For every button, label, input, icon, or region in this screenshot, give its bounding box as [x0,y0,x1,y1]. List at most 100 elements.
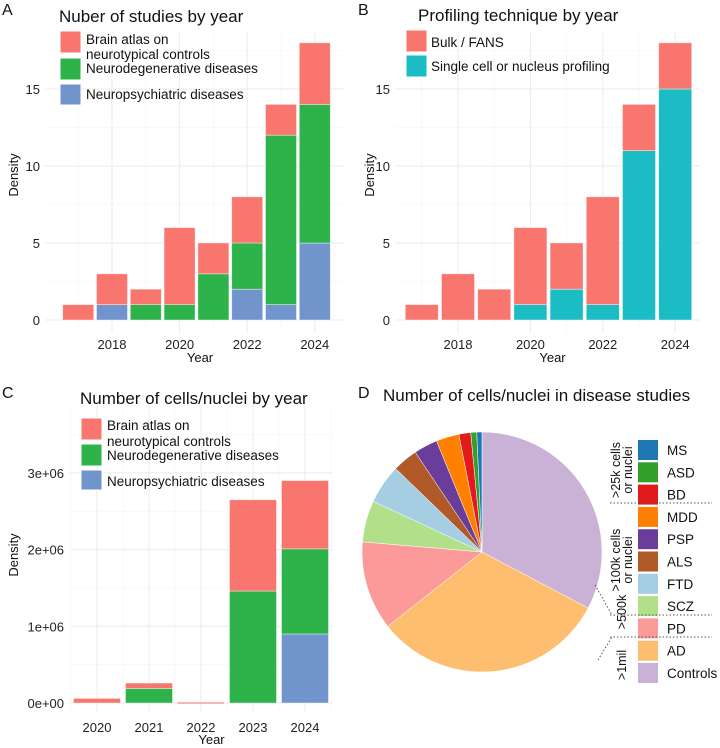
legend-label: MDD [667,510,698,525]
bar-segment [129,304,162,321]
panel-d-chart: MS ASD BD MDD PSP ALS FTD SCZ PD AD Controls >25k c… [361,431,718,683]
legend-swatch [405,29,428,53]
panel-d-title: Number of cells/nuclei in disease studie… [383,386,690,405]
pie-slice-controls [481,431,603,609]
y-tick-label: 5 [383,236,390,251]
legend-swatch [59,30,82,54]
bar-segment [229,590,277,704]
legend-group-label: >25k cells [609,442,623,498]
y-tick-label: 3e+06 [27,466,64,481]
bar-segment [622,150,656,321]
pie-slice-ms [476,431,483,553]
x-tick-label: 2022 [233,337,262,352]
legend-label: PSP [667,532,694,547]
x-tick-label: 2024 [661,337,690,352]
legend-swatch [638,529,658,550]
bar-segment [549,242,584,290]
legend-swatch [80,417,103,441]
panel-c-chart: 0e+00 1e+06 2e+06 3e+06 2020 2021 2022 2023 2024… [6,405,333,747]
legend-label: Neuropsychiatric diseases [86,87,244,102]
y-tick-label: 1e+06 [27,619,64,634]
pie-slice-pd [361,541,483,627]
legend-swatch [80,443,103,467]
y-axis-title: Density [6,153,21,197]
y-axis-title: Density [6,533,21,577]
y-tick-label: 0 [383,313,390,328]
bar-segment [477,288,512,321]
bar-segment [197,242,230,275]
panel-a-title: Nuber of studies by year [59,7,244,26]
legend-group-label: or nuclei [621,536,635,583]
pie-slice-ad [387,551,589,673]
bar-segment [404,304,439,321]
x-tick-label: 2018 [444,337,473,352]
y-tick-label: 0e+00 [27,696,64,711]
legend-label: neurotypical controls [86,47,210,62]
panel-c-title: Number of cells/nuclei by year [80,389,308,408]
bar-segment [129,288,162,306]
legend-label: Neurodegenerative diseases [107,448,279,463]
bar-segment [658,42,693,90]
bar-segment [231,196,264,244]
legend-swatch [638,551,658,572]
x-tick-label: 2021 [135,720,164,735]
legend-swatch [638,596,658,617]
legend-label: Single cell or nucleus profiling [431,59,610,74]
legend-label: neurotypical controls [107,434,231,449]
x-tick-label: 2023 [239,720,268,735]
legend-label: Brain atlas on [107,418,190,433]
legend-swatch [638,462,658,483]
y-tick-label: 0 [33,313,40,328]
legend-label: Brain atlas on [86,32,169,47]
y-tick-label: 15 [376,82,390,97]
y-tick-label: 5 [33,236,40,251]
legend-swatch [80,469,103,491]
bar-segment [96,273,128,305]
bar-segment [298,242,331,321]
bar-segment [658,88,693,321]
legend-label: Neuropsychiatric diseases [107,474,265,489]
y-tick-label: 15 [26,82,40,97]
panel-letter-b: B [358,2,369,19]
legend-group-label: >500k [615,594,629,629]
bar-segment [298,42,331,105]
bar-segment [177,701,225,705]
legend-swatch [638,663,658,683]
bar-segment [265,134,297,305]
legend-label: Controls [667,666,718,681]
bar-segment [298,104,331,244]
group-separator [594,584,613,616]
y-axis-title: Density [362,153,377,197]
legend-label: MS [667,443,687,458]
x-tick-label: 2022 [588,337,617,352]
y-tick-label: 10 [26,159,40,174]
x-axis-title: Year [198,732,225,747]
y-tick-label: 2e+06 [27,543,64,558]
bar-segment [163,227,196,306]
legend-label: FTD [667,577,693,592]
legend-group-label: or nuclei [621,446,635,493]
y-tick-label: 10 [376,159,390,174]
legend-swatch [638,440,658,460]
legend-label: Neurodegenerative diseases [86,61,258,76]
x-axis-title: Year [187,350,214,365]
x-tick-label: 2020 [165,337,194,352]
x-tick-label: 2022 [187,720,216,735]
legend-swatch [638,618,658,639]
legend-swatch [638,484,658,505]
legend-label: PD [667,621,686,636]
panel-letter-d: D [358,385,370,402]
bar-segment [125,682,173,689]
x-tick-label: 2020 [516,337,545,352]
panel-b-title: Profiling technique by year [418,6,619,25]
legend-label: BD [667,488,686,503]
bar-segment [96,304,128,321]
legend-label: Bulk / FANS [431,35,504,50]
bar-segment [513,304,548,321]
legend-swatch [638,506,658,527]
bar-segment [62,304,95,321]
legend-label: AD [667,644,686,659]
bar-segment [125,688,173,704]
legend-swatch [59,57,82,81]
